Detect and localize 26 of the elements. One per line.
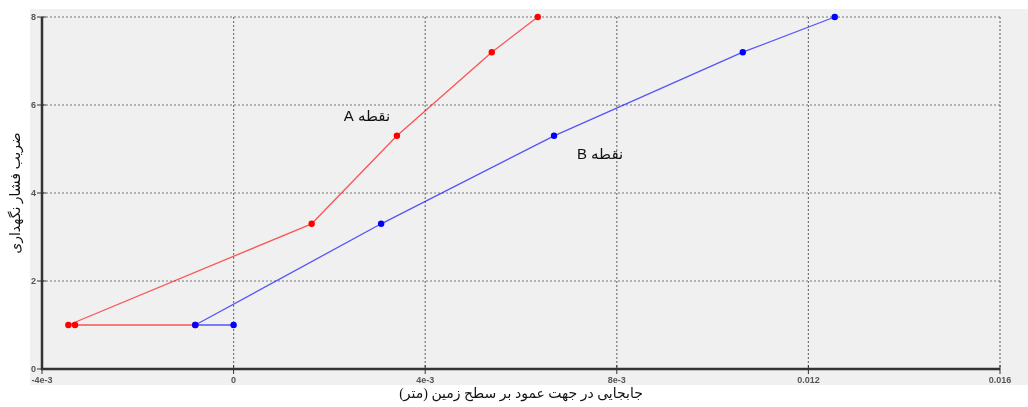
series-label: نقطه A [343, 106, 391, 124]
point [831, 13, 838, 21]
point [534, 13, 541, 21]
y-tick-label: 4 [30, 188, 36, 198]
x-tick-label: 8e-3 [607, 375, 626, 385]
x-tick-label: -4e-3 [31, 375, 53, 385]
x-tick-label: 4e-3 [416, 375, 435, 385]
point [308, 220, 315, 227]
x-axis-title: جابجایی در جهت عمود بر سطح زمین (متر) [399, 386, 643, 402]
y-tick-label: 6 [30, 100, 36, 110]
series-label: نقطه B [576, 144, 624, 162]
y-tick-label: 2 [30, 276, 36, 286]
point [230, 321, 237, 329]
x-tick-label: 0.016 [988, 375, 1012, 385]
y-axis-title: ضریب فشار نگهداری [7, 132, 24, 254]
point [488, 49, 495, 56]
point [377, 220, 385, 227]
point [71, 321, 79, 329]
point [550, 132, 558, 139]
x-tick-label: 0 [231, 375, 237, 385]
point [393, 132, 401, 139]
point [65, 321, 72, 329]
point [739, 49, 746, 56]
y-tick-label: 0 [30, 364, 36, 374]
x-tick-label: 0.012 [797, 375, 820, 385]
y-tick-label: 8 [30, 12, 36, 22]
